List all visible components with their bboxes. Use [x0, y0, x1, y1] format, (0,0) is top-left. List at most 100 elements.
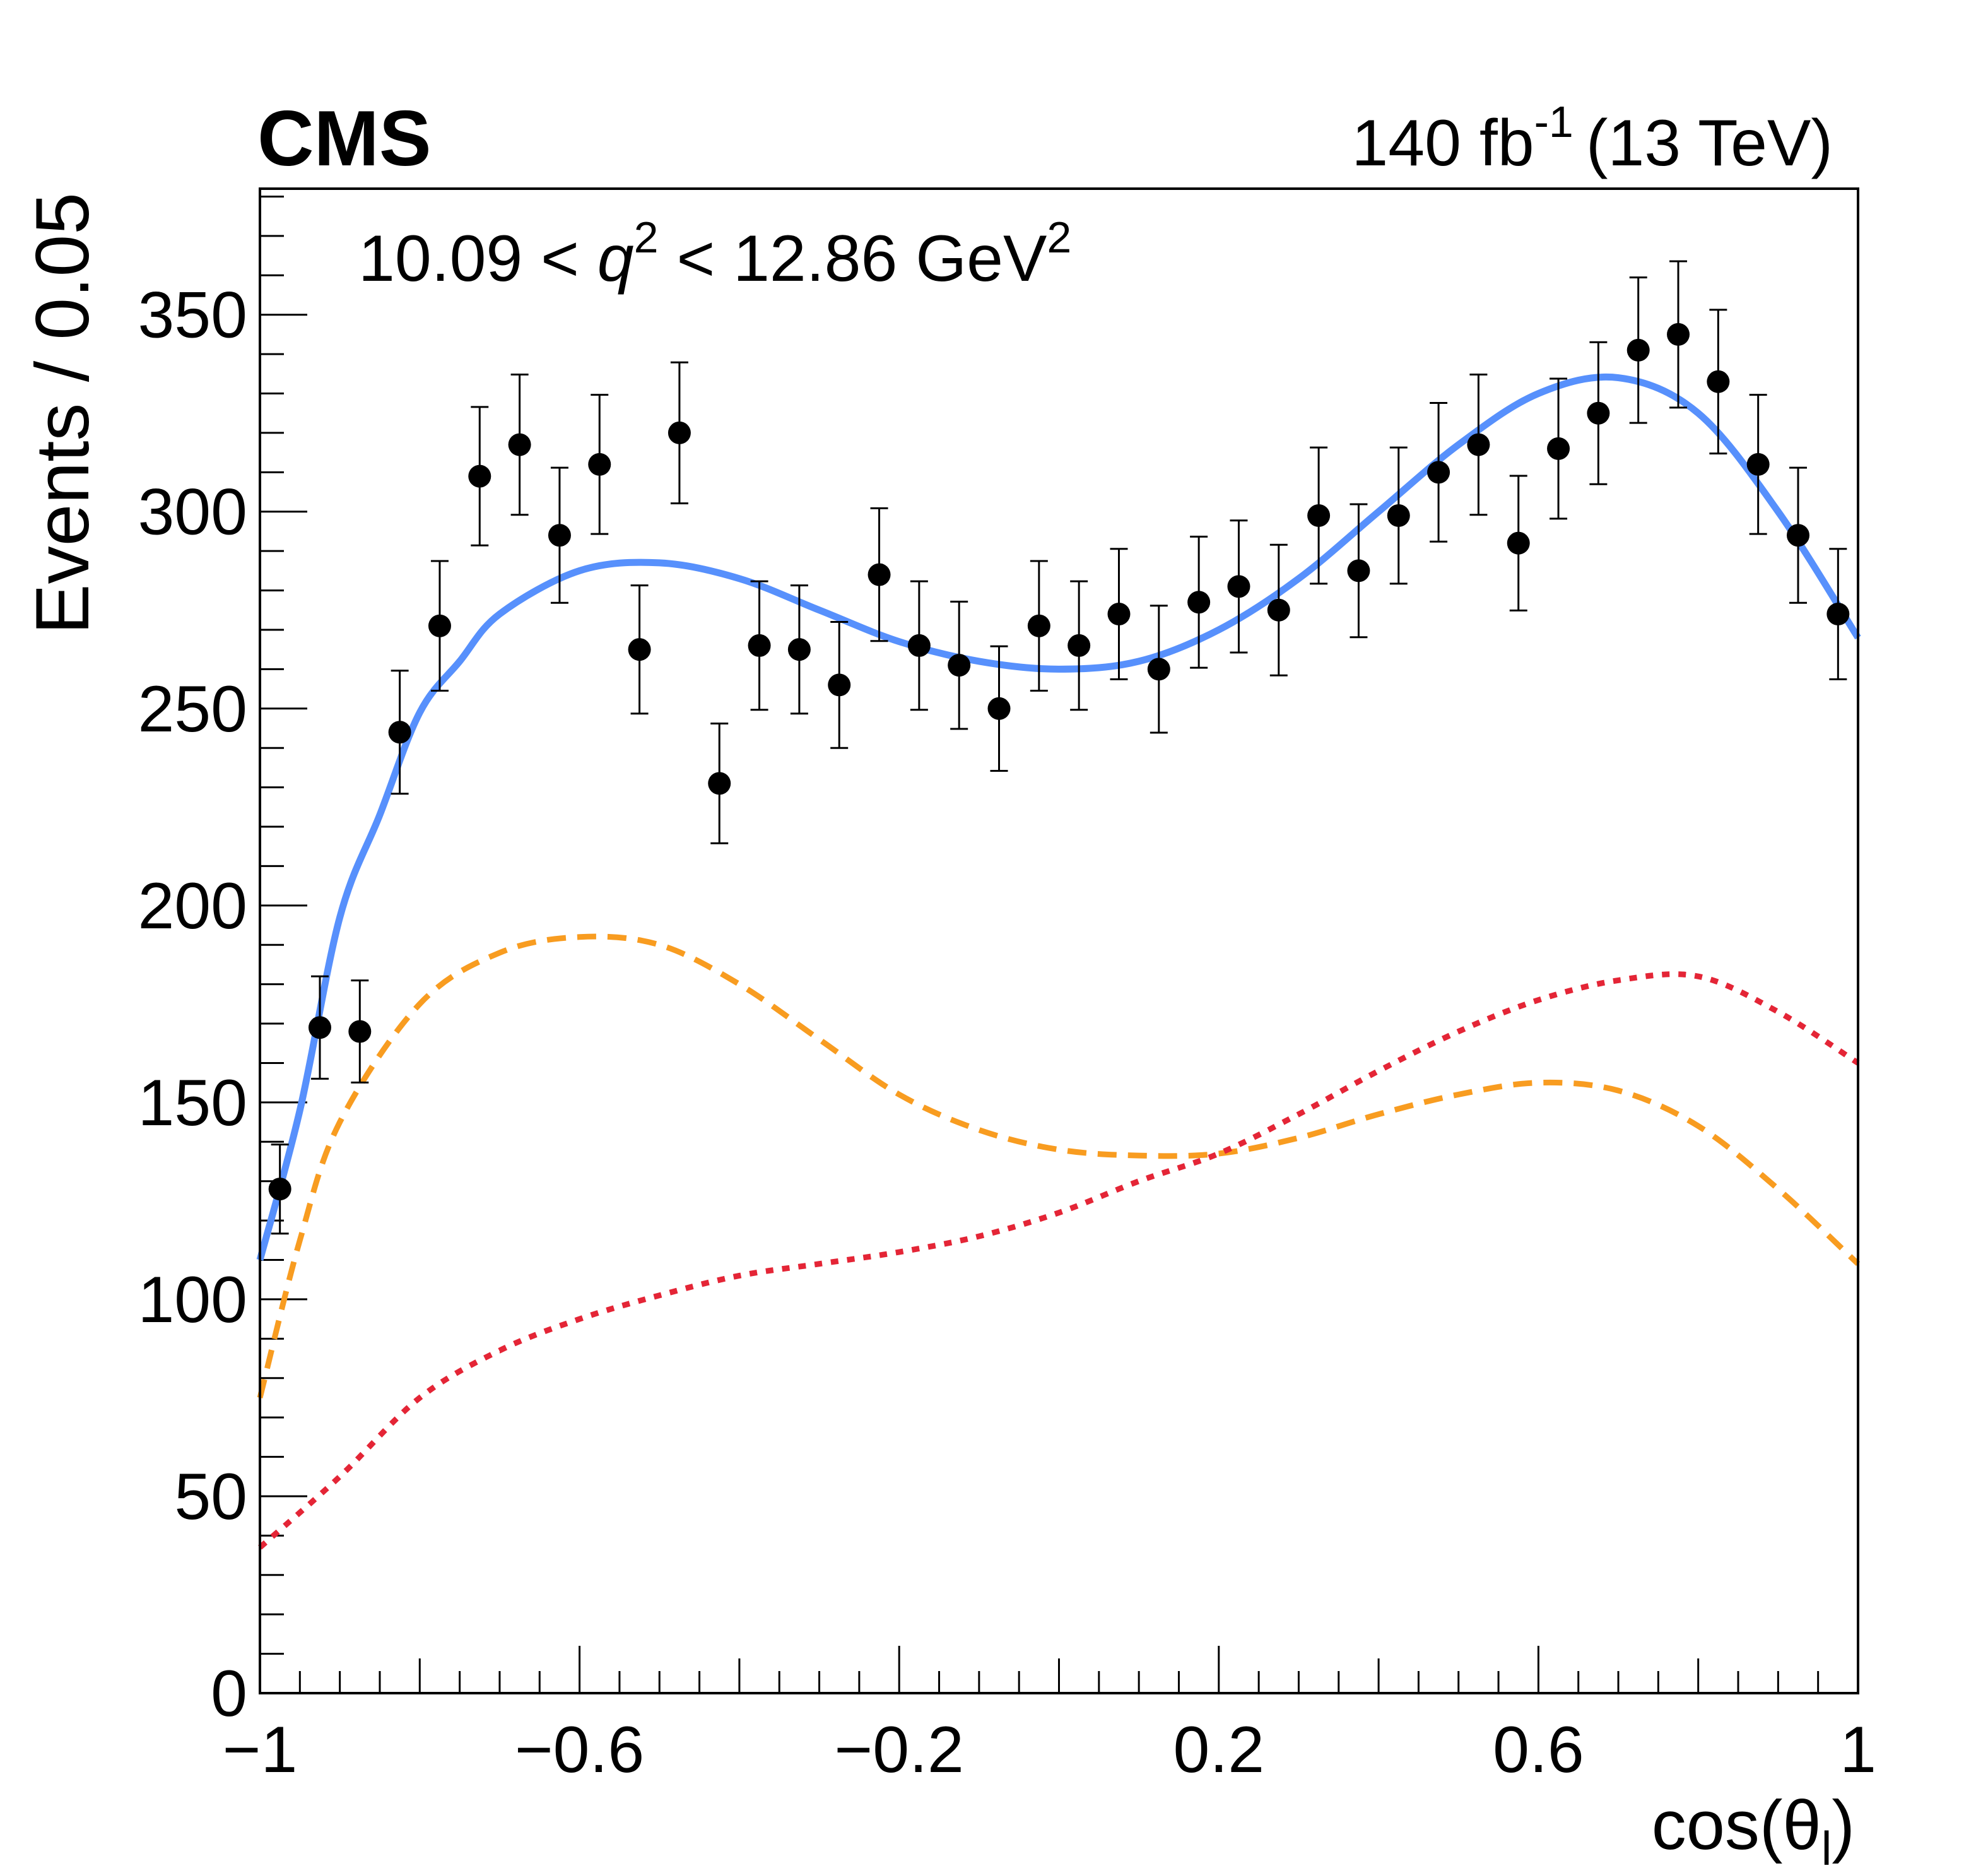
data-marker: [828, 673, 851, 697]
data-point: [668, 361, 691, 505]
data-point: [1467, 374, 1490, 516]
data-point: [828, 620, 851, 749]
data-point: [948, 600, 971, 730]
data-marker: [907, 634, 931, 657]
q2-annotation: 10.09 < q2 < 12.86 GeV2: [358, 213, 1071, 295]
data-point: [1826, 548, 1850, 680]
data-marker: [868, 563, 891, 586]
data-points: [268, 260, 1850, 1235]
data-point: [1307, 446, 1331, 585]
data-point: [628, 584, 651, 715]
y-tick-label: 200: [138, 870, 247, 943]
data-marker: [628, 638, 651, 661]
data-marker: [1267, 598, 1290, 622]
data-point: [1187, 535, 1211, 669]
data-point: [468, 406, 491, 547]
y-tick-label: 350: [138, 279, 247, 352]
fit-curves: [256, 373, 1861, 1550]
data-point: [1787, 466, 1810, 604]
x-tick-label: −0.6: [515, 1713, 644, 1787]
data-marker: [1587, 401, 1610, 425]
data-marker: [268, 1178, 291, 1201]
data-point: [268, 1143, 291, 1235]
data-point: [1626, 276, 1650, 424]
x-tick-label: 1: [1840, 1713, 1876, 1787]
plot-frame: [259, 187, 1859, 1694]
data-marker: [1787, 524, 1810, 547]
data-point: [1068, 580, 1091, 711]
data-marker: [787, 638, 811, 661]
data-marker: [1707, 370, 1730, 393]
y-tick-label: 0: [211, 1657, 247, 1730]
x-tick-label: −1: [223, 1713, 298, 1787]
data-marker: [1307, 504, 1331, 527]
x-tick-label: −0.2: [835, 1713, 964, 1787]
y-tick-label: 50: [174, 1460, 247, 1533]
curve-total-fit: [256, 373, 1861, 1261]
data-marker: [1227, 575, 1250, 598]
data-point: [1667, 260, 1690, 409]
curve-component-2: [258, 971, 1860, 1550]
data-marker: [548, 524, 571, 547]
data-marker: [588, 452, 611, 476]
data-point: [588, 394, 611, 535]
data-marker: [1347, 559, 1370, 582]
data-point: [1387, 446, 1410, 585]
data-point: [1147, 605, 1170, 734]
data-point: [1227, 519, 1250, 654]
y-tick-label: 250: [138, 673, 247, 746]
data-point: [1347, 503, 1370, 639]
data-marker: [1027, 614, 1050, 637]
data-point: [787, 584, 811, 715]
data-marker: [1187, 591, 1211, 614]
data-marker: [468, 464, 491, 488]
y-axis-title: Events / 0.05: [20, 192, 105, 634]
data-marker: [1507, 531, 1530, 555]
data-marker: [388, 721, 411, 744]
data-point: [548, 466, 571, 604]
data-point: [1547, 377, 1570, 520]
data-point: [348, 979, 372, 1084]
x-axis-title: cos(θl): [1652, 1787, 1855, 1873]
data-marker: [748, 634, 771, 657]
data-point: [907, 580, 931, 711]
data-marker: [948, 654, 971, 677]
x-tick-label: 0.2: [1173, 1713, 1265, 1787]
curve-component-1: [257, 933, 1861, 1399]
y-tick-label: 100: [138, 1263, 247, 1337]
data-marker: [1467, 433, 1490, 456]
data-point: [1267, 543, 1290, 677]
data-marker: [1547, 437, 1570, 460]
data-point: [868, 507, 891, 642]
data-marker: [1147, 658, 1170, 681]
data-marker: [1387, 504, 1410, 527]
data-marker: [508, 433, 531, 456]
data-marker: [1826, 603, 1850, 626]
data-marker: [1667, 322, 1690, 346]
data-point: [508, 374, 531, 516]
data-point: [1507, 475, 1530, 612]
data-marker: [308, 1016, 331, 1039]
data-marker: [428, 614, 451, 637]
x-tick-label: 0.6: [1493, 1713, 1584, 1787]
data-point: [1427, 401, 1450, 543]
data-marker: [987, 697, 1011, 720]
data-point: [1587, 341, 1610, 485]
cms-label: CMS: [257, 95, 432, 182]
data-point: [748, 580, 771, 711]
data-point: [428, 560, 451, 692]
data-marker: [708, 772, 731, 795]
data-point: [987, 645, 1011, 772]
data-marker: [1427, 461, 1450, 484]
data-point: [1746, 394, 1770, 535]
data-marker: [1746, 452, 1770, 476]
data-marker: [348, 1020, 372, 1043]
y-tick-label: 150: [138, 1066, 247, 1140]
data-point: [708, 723, 731, 844]
data-marker: [1068, 634, 1091, 657]
data-marker: [668, 421, 691, 444]
data-point: [1707, 309, 1730, 455]
data-marker: [1107, 603, 1131, 626]
y-tick-label: 300: [138, 476, 247, 549]
